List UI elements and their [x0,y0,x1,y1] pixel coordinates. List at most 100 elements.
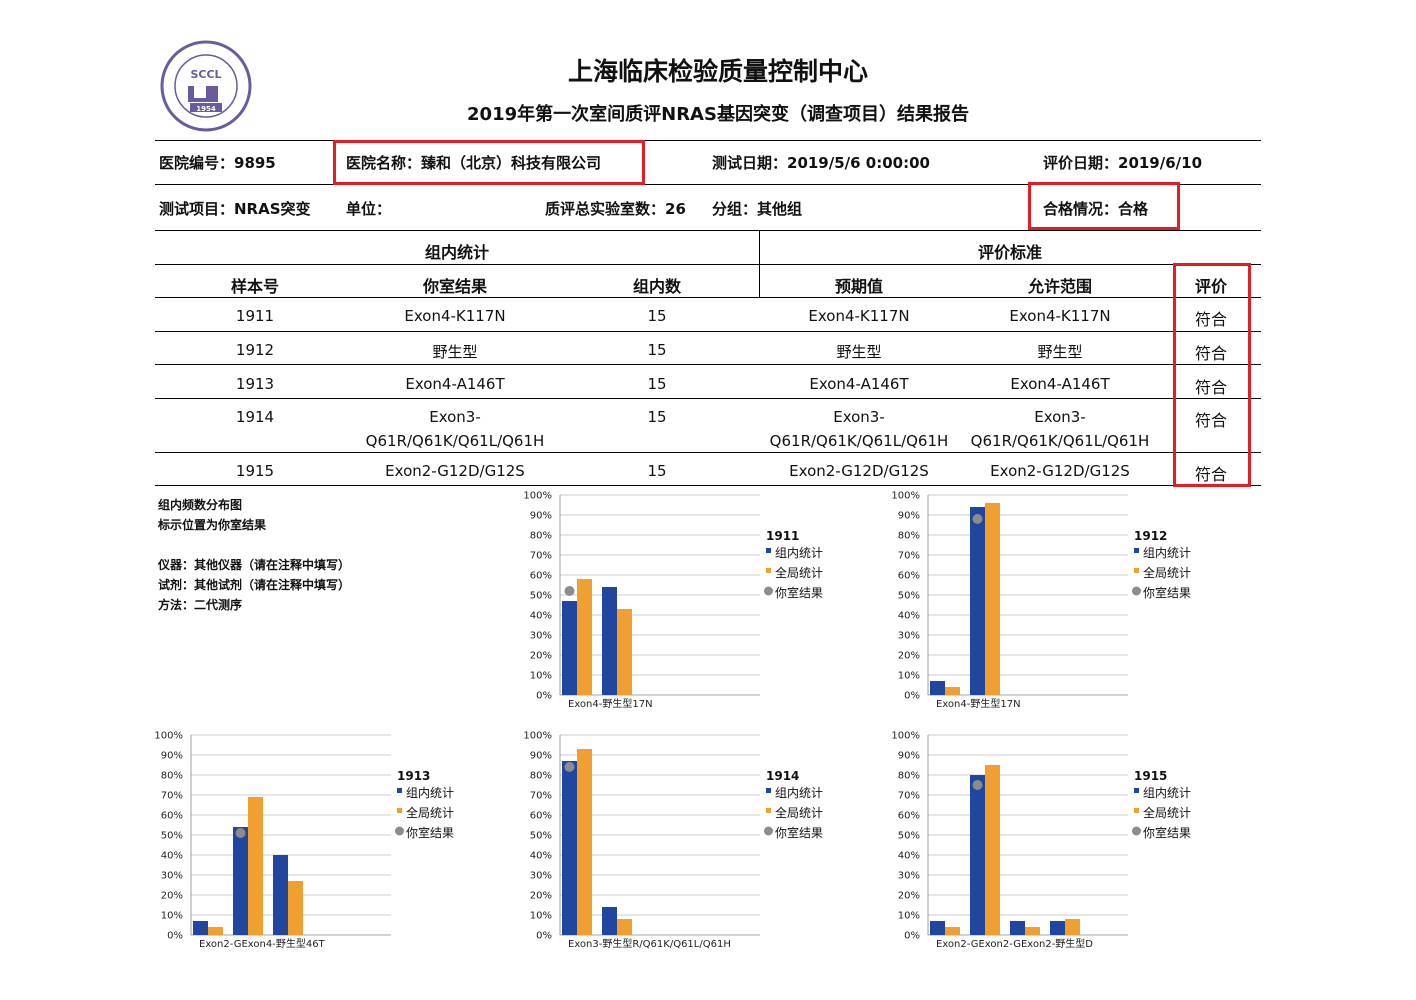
instrument-note: 仪器：其他仪器（请在注释中填写） [158,558,351,572]
y-tick-label: 90% [898,751,920,762]
legend-label: 你室结果 [1143,825,1191,840]
bar-group-stat [273,855,288,935]
legend-swatch [397,788,402,793]
hospital-name: 医院名称：臻和（北京）科技有限公司 [346,154,602,172]
bar-global-stat [1065,919,1080,935]
y-tick-label: 60% [898,571,920,582]
y-tick-label: 80% [530,531,552,542]
y-tick-label: 40% [161,851,183,862]
distribution-note: 组内频数分布图 [158,498,243,512]
table-bottom-border [155,485,1261,486]
group-count: 15 [647,307,667,325]
your-result-marker [972,514,983,524]
divider [155,452,1261,453]
chart-1912: 0% 10% 20% 30% 40% 50% 60% 70% 80% 90% 100% Exon4-野… [891,491,1191,711]
your-result-line2: Q61R/Q61K/Q61L/Q61H [365,432,545,450]
bar-global-stat [985,765,1000,935]
your-result: Exon2-G12D/G12S [385,462,525,480]
criteria-header: 评价标准 [977,243,1042,262]
bar-global-stat [577,749,592,935]
y-tick-label: 50% [530,831,552,842]
y-tick-label: 30% [161,871,183,882]
bar-group-stat [1050,921,1065,935]
allowed-range: Exon4-A146T [1010,375,1110,393]
legend-swatch [1132,586,1141,596]
col-range: 允许范围 [1027,277,1092,296]
expected-value: Exon4-K117N [808,307,910,325]
y-tick-label: 10% [898,911,920,922]
your-result: Exon4-A146T [405,375,505,393]
bar-global-stat [1025,927,1040,935]
bar-global-stat [945,687,960,695]
your-result-line1: Exon3- [429,408,481,426]
divider [155,184,1261,185]
y-tick-label: 30% [898,871,920,882]
y-tick-label: 70% [898,791,920,802]
table-top-border [155,230,1261,231]
legend-swatch [766,568,771,573]
legend-label: 你室结果 [406,825,454,840]
lab-count: 质评总实验室数：26 [545,200,686,218]
x-tick-label: Exon4-野生型17N [936,697,1021,710]
y-tick-label: 70% [530,791,552,802]
y-tick-label: 80% [898,531,920,542]
y-tick-label: 100% [891,491,920,502]
y-tick-label: 80% [161,771,183,782]
sample-id: 1911 [235,307,275,325]
your-result-marker [235,828,246,838]
y-tick-label: 0% [536,691,552,702]
y-tick-label: 20% [530,651,552,662]
bar-group-stat [1010,921,1025,935]
sample-id: 1915 [235,462,275,480]
y-tick-label: 70% [161,791,183,802]
y-tick-label: 30% [898,631,920,642]
test-date: 测试日期：2019/5/6 0:00:00 [712,154,930,172]
group-count: 15 [647,341,667,359]
group-count: 15 [647,462,667,480]
group-stats-header: 组内统计 [424,243,489,262]
allowed-range: Exon2-G12D/G12S [990,462,1130,480]
legend-swatch [766,808,771,813]
eval-date: 评价日期：2019/6/10 [1043,154,1203,172]
highlight-box [1028,182,1180,230]
logo-abbr: SCCL [190,68,221,81]
y-tick-label: 70% [898,551,920,562]
y-tick-label: 0% [904,931,920,942]
y-tick-label: 0% [904,691,920,702]
col-expected: 预期值 [834,277,883,296]
legend-swatch [395,826,404,836]
y-tick-label: 60% [161,811,183,822]
allowed-range-line1: Exon3- [1034,408,1086,426]
y-tick-label: 50% [161,831,183,842]
expected-value: 野生型 [836,343,882,361]
y-tick-label: 50% [898,831,920,842]
page-subtitle: 2019年第一次室间质评NRAS基因突变（调查项目）结果报告 [467,104,969,125]
col-sample: 样本号 [230,277,279,296]
qualification-status: 合格情况：合格 [1043,200,1149,218]
method-note: 方法：二代测序 [158,598,243,612]
x-tick-label: Exon2-GExon4-野生型46T [199,937,326,950]
highlight-box [333,140,645,185]
expected-value: Exon2-G12D/G12S [789,462,929,480]
legend-title: 1912 [1134,529,1167,543]
y-tick-label: 10% [530,911,552,922]
legend-label: 你室结果 [775,825,823,840]
legend-label: 组内统计 [1143,786,1191,800]
legend-swatch [1134,788,1139,793]
legend-label: 你室结果 [1143,585,1191,600]
bar-global-stat [208,927,223,935]
your-result: Exon4-K117N [404,307,506,325]
your-result-marker [972,780,983,790]
legend-swatch [1132,826,1141,836]
legend-label: 全局统计 [1143,805,1191,820]
bar-group-stat [562,761,577,935]
legend-swatch [1134,808,1139,813]
bar-group-stat [562,601,577,695]
legend-label: 组内统计 [775,546,823,560]
legend-label: 全局统计 [775,565,823,580]
y-tick-label: 40% [898,611,920,622]
y-tick-label: 0% [536,931,552,942]
chart-1915: 0% 10% 20% 30% 40% 50% 60% 70% 80% 90% 100% Exon2-G… [891,731,1191,951]
bar-global-stat [945,927,960,935]
y-tick-label: 80% [898,771,920,782]
